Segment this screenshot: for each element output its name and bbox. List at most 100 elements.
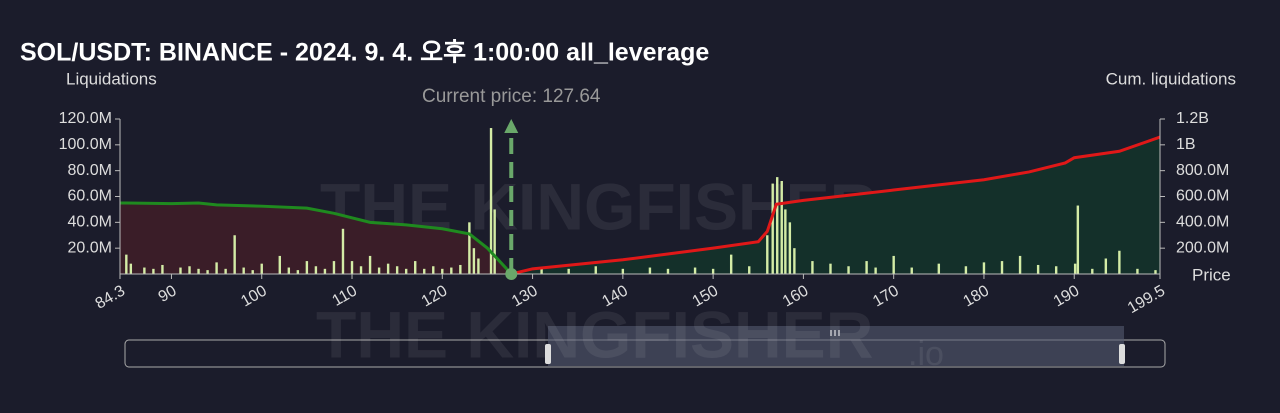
- bar: [296, 270, 300, 274]
- y-tick-label: 40.0M: [68, 214, 112, 231]
- slider-handle[interactable]: [1119, 344, 1125, 364]
- bar: [188, 266, 191, 274]
- cum-line: [510, 135, 1161, 276]
- bar: [776, 177, 779, 274]
- bar: [441, 268, 444, 274]
- bar: [567, 268, 570, 274]
- bar: [594, 266, 597, 274]
- bar: [748, 266, 751, 274]
- bar: [233, 235, 236, 274]
- bar: [125, 254, 128, 274]
- bar: [693, 267, 697, 274]
- bar: [771, 183, 774, 274]
- bar: [1000, 261, 1004, 274]
- y2-tick-label: 800.0M: [1176, 162, 1229, 179]
- y2-tick-label: 600.0M: [1176, 188, 1229, 205]
- cum-area: [120, 202, 512, 274]
- y-axis-label: Liquidations: [66, 69, 157, 88]
- y-tick-label: 80.0M: [68, 162, 112, 179]
- bar: [368, 255, 372, 274]
- bar: [323, 268, 327, 274]
- bar: [414, 261, 417, 274]
- bar: [377, 267, 381, 274]
- current-price-label: Current price: 127.64: [422, 86, 601, 107]
- y-tick-label: 60.0M: [68, 188, 112, 205]
- y-tick-label: 100.0M: [59, 136, 112, 153]
- bar: [784, 209, 787, 274]
- y2-tick-label: 1.2B: [1176, 110, 1209, 127]
- chart-title: SOL/USDT: BINANCE - 2024. 9. 4. 오후 1:00:…: [20, 39, 709, 67]
- y2-tick-label: 1B: [1176, 136, 1196, 153]
- bar: [242, 267, 245, 274]
- bar: [1091, 268, 1094, 274]
- slider-grip: [830, 330, 840, 336]
- bar: [493, 209, 496, 274]
- bar: [1104, 258, 1108, 274]
- bar: [811, 261, 814, 274]
- bar: [1136, 268, 1139, 274]
- bar: [711, 268, 715, 274]
- bar: [937, 263, 941, 274]
- bar: [1073, 263, 1077, 274]
- bar: [729, 254, 733, 274]
- bar: [278, 255, 281, 274]
- bar: [395, 266, 399, 274]
- bar: [224, 268, 227, 274]
- bar: [829, 263, 832, 274]
- slider-handle[interactable]: [545, 344, 551, 364]
- bar: [432, 266, 435, 274]
- bar: [1036, 264, 1040, 274]
- bar: [780, 181, 783, 274]
- bar: [179, 267, 182, 274]
- watermark: .io: [908, 335, 944, 373]
- bar: [215, 262, 218, 274]
- bar: [540, 267, 543, 274]
- bar: [865, 261, 868, 274]
- bar: [788, 222, 792, 274]
- y-tick-label: 20.0M: [68, 239, 112, 256]
- bar: [1018, 255, 1022, 274]
- bar: [459, 264, 462, 274]
- watermark: THE KINGFISHER: [316, 297, 873, 371]
- bar: [847, 266, 850, 274]
- bar: [129, 263, 133, 274]
- bar: [874, 267, 877, 274]
- bar: [766, 235, 769, 274]
- slider-window[interactable]: [548, 326, 1124, 366]
- bar: [648, 267, 652, 274]
- bar: [359, 266, 363, 274]
- bar: [621, 268, 625, 274]
- bar: [197, 268, 200, 274]
- bar: [450, 267, 453, 274]
- x-axis-label: Price: [1192, 265, 1231, 284]
- bar: [468, 222, 471, 274]
- y2-axis-label: Cum. liquidations: [1106, 69, 1236, 88]
- bar: [982, 262, 986, 274]
- bar: [152, 268, 155, 274]
- range-slider[interactable]: [124, 326, 1166, 368]
- current-price-dot: [505, 268, 518, 280]
- bar: [341, 228, 345, 274]
- y-tick-label: 120.0M: [59, 110, 112, 127]
- bar: [251, 270, 254, 274]
- y2-tick-label: 400.0M: [1176, 214, 1229, 231]
- bar: [910, 267, 913, 274]
- bar: [260, 263, 263, 274]
- bar: [332, 261, 336, 274]
- bar: [489, 128, 493, 274]
- bar: [964, 266, 968, 274]
- bar: [1076, 205, 1080, 274]
- cum-area: [511, 137, 1160, 274]
- bar: [350, 261, 354, 274]
- bar: [404, 268, 408, 274]
- bar: [892, 255, 895, 274]
- bar: [477, 258, 480, 274]
- y2-tick-label: 200.0M: [1176, 239, 1229, 256]
- cum-line: [119, 201, 513, 276]
- bar: [666, 268, 670, 274]
- bar: [793, 248, 796, 274]
- bar: [1054, 266, 1058, 274]
- bar: [472, 248, 476, 274]
- bar: [1154, 270, 1157, 274]
